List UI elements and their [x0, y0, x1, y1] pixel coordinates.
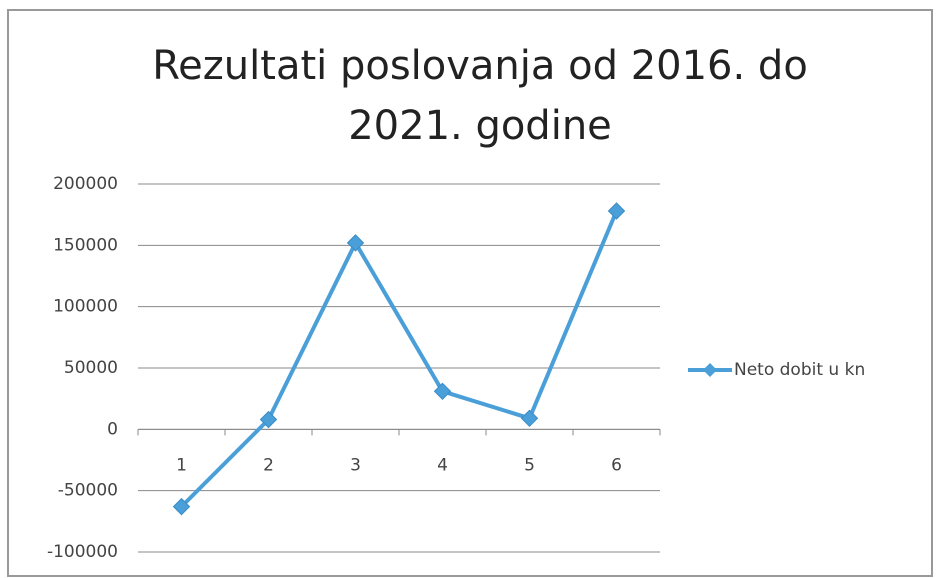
x-tick-label: 6 [611, 455, 622, 475]
x-tick-label: 1 [176, 455, 187, 475]
legend-label: Neto dobit u kn [734, 360, 865, 380]
data-point [607, 202, 626, 220]
y-tick-label: -50000 [58, 481, 118, 501]
y-tick-label: -100000 [47, 542, 118, 562]
data-point [520, 409, 539, 428]
x-tick-label: 5 [524, 455, 535, 475]
data-point [346, 234, 365, 252]
y-tick-label: 200000 [53, 174, 118, 194]
data-point [172, 497, 191, 516]
y-tick-label: 100000 [53, 297, 118, 317]
y-tick-label: 150000 [53, 235, 118, 255]
x-tick-label: 3 [350, 455, 361, 475]
data-point [259, 410, 278, 429]
x-tick-label: 2 [263, 455, 274, 475]
chart-frame [7, 9, 933, 577]
chart-title: Rezultati poslovanja od 2016. do 2021. g… [152, 43, 808, 149]
x-tick-label: 4 [437, 455, 448, 475]
y-tick-label: 50000 [64, 358, 118, 378]
y-tick-label: 0 [107, 419, 118, 439]
data-line [180, 210, 619, 509]
data-point [433, 382, 452, 401]
legend-symbol [703, 363, 717, 377]
